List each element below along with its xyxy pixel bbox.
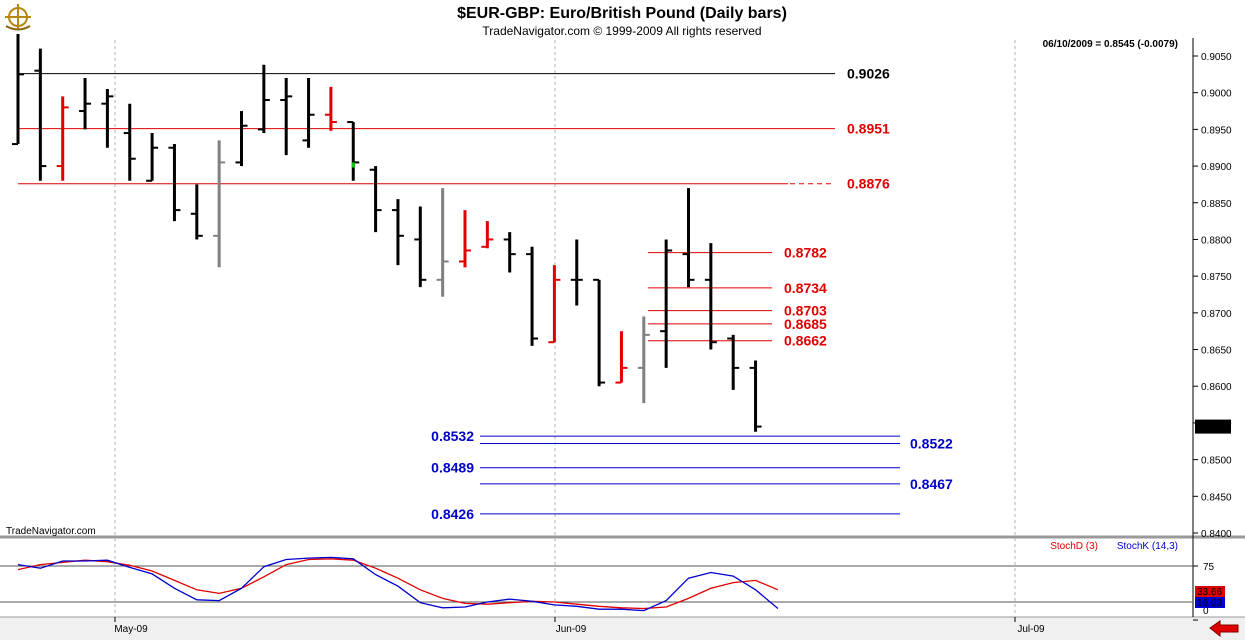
level-label: 0.8703	[784, 303, 827, 319]
stochk-value-label: 16.03	[1197, 598, 1222, 609]
logo-icon	[5, 4, 31, 31]
date-label: Jul-09	[1017, 624, 1045, 635]
price-tick-label: 0.8400	[1201, 529, 1232, 540]
ohlc-bar	[727, 334, 740, 390]
copyright-text: TradeNavigator.com © 1999-2009 All right…	[482, 24, 761, 38]
level-label: 0.8489	[431, 460, 474, 476]
date-label: May-09	[114, 624, 148, 635]
ohlc-bar	[503, 232, 516, 273]
level-label: 0.8734	[784, 280, 827, 296]
stochd-value-box	[1195, 586, 1225, 597]
price-tick-label: 0.8650	[1201, 346, 1232, 357]
ohlc-bar	[615, 331, 628, 384]
price-tick-label: 0.8600	[1201, 382, 1232, 393]
header-area	[0, 0, 1245, 38]
stoch-tick-label: 0	[1203, 606, 1209, 617]
last-price-box	[1195, 419, 1231, 434]
scroll-left-arrow-icon[interactable]	[1207, 620, 1241, 638]
legend-stochd: StochD (3)	[1050, 541, 1098, 552]
ohlc-bar	[302, 78, 315, 148]
stoch-line-k	[17, 556, 779, 612]
watermark-text: TradeNavigator.com	[6, 526, 96, 537]
stoch-line-d	[17, 558, 779, 610]
price-tick-label: 0.8900	[1201, 162, 1232, 173]
level-label: 0.8522	[910, 435, 953, 451]
ohlc-bar	[190, 184, 203, 240]
ohlc-bar	[459, 210, 471, 268]
ohlc-bar	[414, 206, 427, 288]
ohlc-bar	[56, 96, 69, 181]
grid-lines	[0, 40, 1193, 615]
level-label: 0.9026	[847, 66, 890, 82]
ohlc-bar	[593, 278, 606, 387]
ohlc-bar	[213, 140, 226, 268]
level-label: 0.8532	[431, 428, 474, 444]
ohlc-bar	[637, 316, 650, 404]
ohlc-bar	[280, 78, 293, 156]
price-axis: 0.9050 0.9000 0.8950 0.8900 0.8850 0.8800 0.87…	[1193, 52, 1232, 540]
ohlc-bar	[704, 243, 717, 350]
ohlc-bar	[235, 111, 248, 167]
last-price-label: 0.8545	[1197, 423, 1228, 434]
chart-title: $EUR-GBP: Euro/British Pound (Daily bars…	[457, 5, 787, 22]
price-tick-label: 0.9000	[1201, 89, 1232, 100]
ohlc-bar	[570, 239, 583, 306]
ohlc-bar	[146, 133, 159, 182]
level-label: 0.8467	[910, 476, 953, 492]
price-bars	[12, 33, 762, 432]
level-label: 0.8662	[784, 333, 827, 349]
level-label: 0.8685	[784, 316, 827, 332]
price-tick-label: 0.8750	[1201, 272, 1232, 283]
ohlc-bar	[481, 221, 494, 249]
ohlc-bar	[526, 246, 539, 346]
price-tick-label: 0.8800	[1201, 235, 1232, 246]
price-tick-label: 0.8500	[1201, 456, 1232, 467]
ohlc-bar	[123, 103, 136, 181]
ohlc-bar	[101, 89, 114, 148]
stoch-tick-label: 75	[1203, 562, 1215, 573]
ohlc-bar	[257, 64, 270, 134]
ohlc-bar	[660, 239, 673, 368]
ohlc-bar	[34, 48, 47, 181]
level-label: 0.8782	[784, 245, 827, 261]
price-tick-label: 0.8700	[1201, 309, 1232, 320]
date-label: Jun-09	[556, 624, 587, 635]
ohlc-bar	[79, 78, 92, 130]
stochd-value-label: 33.66	[1197, 587, 1222, 598]
date-axis-strip	[0, 617, 1245, 640]
level-label: 0.8426	[431, 506, 474, 522]
price-tick-label: 0.8950	[1201, 125, 1232, 136]
ohlc-bar	[12, 33, 24, 146]
level-lines: 0.90260.89510.88760.87820.87340.87030.86…	[18, 66, 953, 522]
level-label: 0.8951	[847, 121, 890, 137]
price-tick-label: 0.8450	[1201, 492, 1232, 503]
level-label: 0.8876	[847, 176, 890, 192]
price-tick-label: 0.9050	[1201, 52, 1232, 63]
price-tick-label: 0.8850	[1201, 199, 1232, 210]
ohlc-bar	[749, 360, 762, 432]
ohlc-bar	[391, 199, 404, 266]
ohlc-bar	[436, 188, 449, 297]
date-axis: May-09 Jun-09 Jul-09	[114, 617, 1045, 635]
stochk-value-box	[1195, 597, 1225, 608]
ohlc-bar	[168, 144, 181, 222]
ohlc-bar	[682, 188, 695, 288]
last-quote: 06/10/2009 = 0.8545 (-0.0079)	[1043, 39, 1178, 50]
legend-stochk: StochK (14,3)	[1117, 541, 1178, 552]
ohlc-bar	[369, 166, 382, 233]
ohlc-bar	[548, 265, 561, 344]
ohlc-bar	[324, 86, 337, 131]
